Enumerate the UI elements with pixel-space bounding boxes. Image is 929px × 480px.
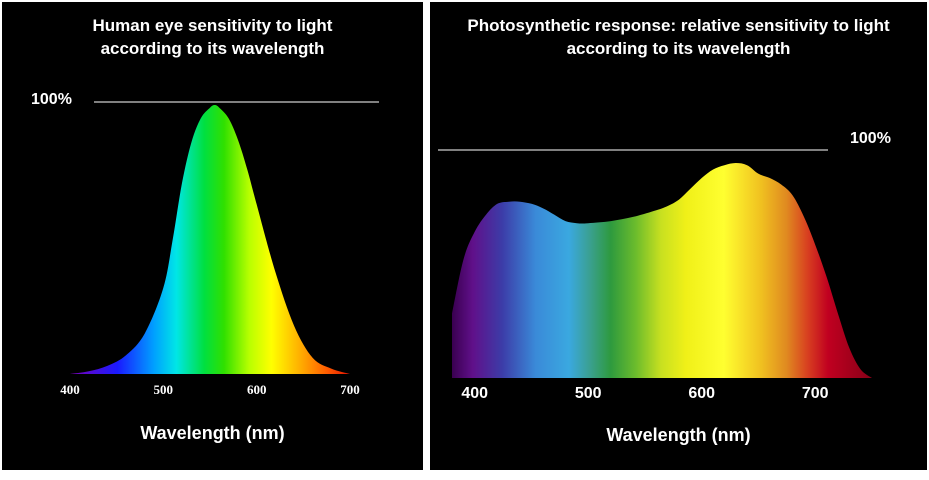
photo-tick-label-500: 500 — [575, 385, 602, 402]
eye-sensitivity-panel: Human eye sensitivity to light according… — [2, 2, 423, 470]
eye-chart-title-line-2: according to its wavelength — [100, 39, 325, 58]
photosynthesis-curve — [452, 163, 872, 378]
photo-chart-title: Photosynthetic response: relative sensit… — [430, 14, 927, 60]
eye-tick-label-600: 600 — [247, 382, 267, 397]
photo-chart-title-line-2: according to its wavelength — [566, 39, 791, 58]
eye-tick-label-500: 500 — [154, 382, 174, 397]
eye-x-axis-label: Wavelength (nm) — [140, 423, 285, 443]
eye-sensitivity-curve — [70, 105, 350, 374]
photo-x-axis: 400 500 600 700 — [461, 385, 828, 402]
photo-tick-label-600: 600 — [688, 385, 715, 402]
photosynthesis-chart: 400 500 600 700 — [438, 149, 872, 402]
photosynthesis-panel: Photosynthetic response: relative sensit… — [430, 2, 927, 470]
eye-tick-label-700: 700 — [340, 382, 360, 397]
eye-reference-label: 100% — [31, 91, 72, 108]
photo-chart-title-line-1: Photosynthetic response: relative sensit… — [467, 16, 890, 35]
photo-reference-label: 100% — [850, 130, 891, 147]
photo-tick-label-700: 700 — [802, 385, 829, 402]
eye-tick-label-400: 400 — [60, 382, 80, 397]
eye-chart-title: Human eye sensitivity to light according… — [2, 14, 423, 60]
eye-chart-title-line-1: Human eye sensitivity to light — [92, 16, 333, 35]
eye-x-axis: 400 500 600 700 — [60, 382, 360, 397]
eye-sensitivity-chart: 400 500 600 700 — [60, 101, 379, 397]
photo-x-axis-label: Wavelength (nm) — [606, 425, 751, 445]
photo-tick-label-400: 400 — [461, 385, 488, 402]
